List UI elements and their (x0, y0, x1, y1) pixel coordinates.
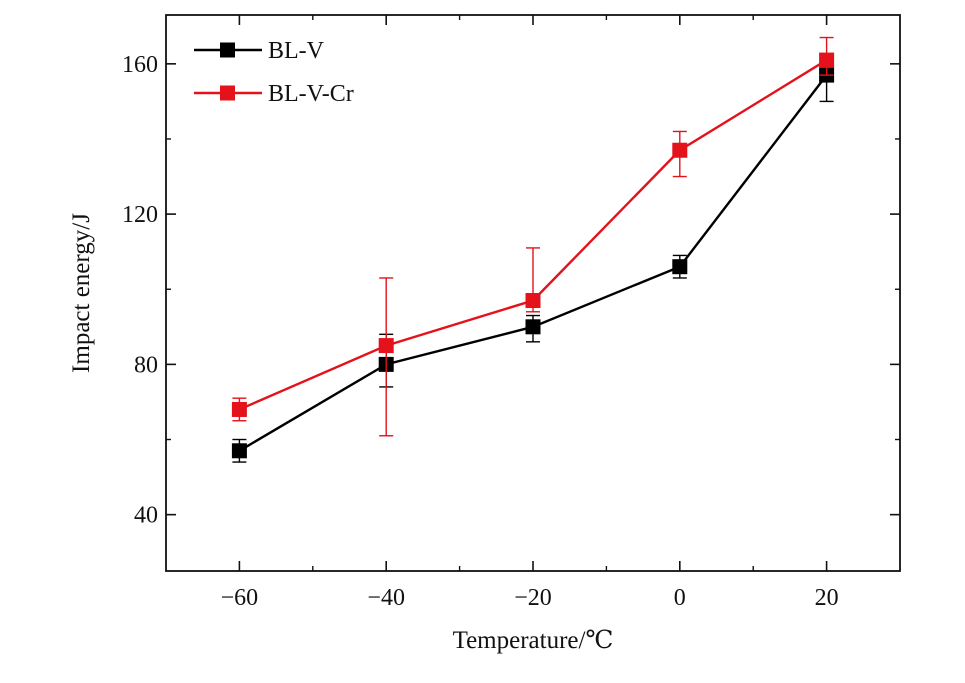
y-tick-label: 40 (134, 503, 158, 529)
x-tick-label: −60 (221, 585, 259, 611)
series-bl-v-cr (231, 36, 835, 437)
data-point (378, 338, 394, 354)
x-tick-label: 0 (674, 585, 686, 611)
data-point (525, 293, 541, 309)
x-axis-title: Temperature/℃ (453, 627, 614, 654)
legend-label: BL-V-Cr (268, 81, 354, 107)
data-point (672, 142, 688, 158)
data-point (231, 443, 247, 459)
data-point (231, 401, 247, 417)
legend-marker (220, 85, 235, 101)
y-axis: 40 80 120 160 (122, 52, 900, 529)
data-point (672, 259, 688, 275)
series-layer (231, 36, 835, 463)
legend-marker (220, 42, 235, 58)
x-tick-label: −40 (367, 585, 405, 611)
x-tick-label: 20 (815, 585, 839, 611)
y-tick-label: 120 (122, 202, 158, 228)
x-tick-label: −20 (514, 585, 552, 611)
x-axis: −60 −40 −20 0 20 (221, 15, 839, 611)
y-tick-label: 160 (122, 52, 158, 78)
legend: BL-V BL-V-Cr (194, 38, 354, 107)
y-tick-label: 80 (134, 352, 158, 378)
data-point (819, 52, 835, 68)
series-line (238, 59, 828, 411)
legend-label: BL-V (268, 38, 325, 64)
y-axis-title: Impact energy/J (68, 213, 95, 373)
data-point (525, 319, 541, 335)
